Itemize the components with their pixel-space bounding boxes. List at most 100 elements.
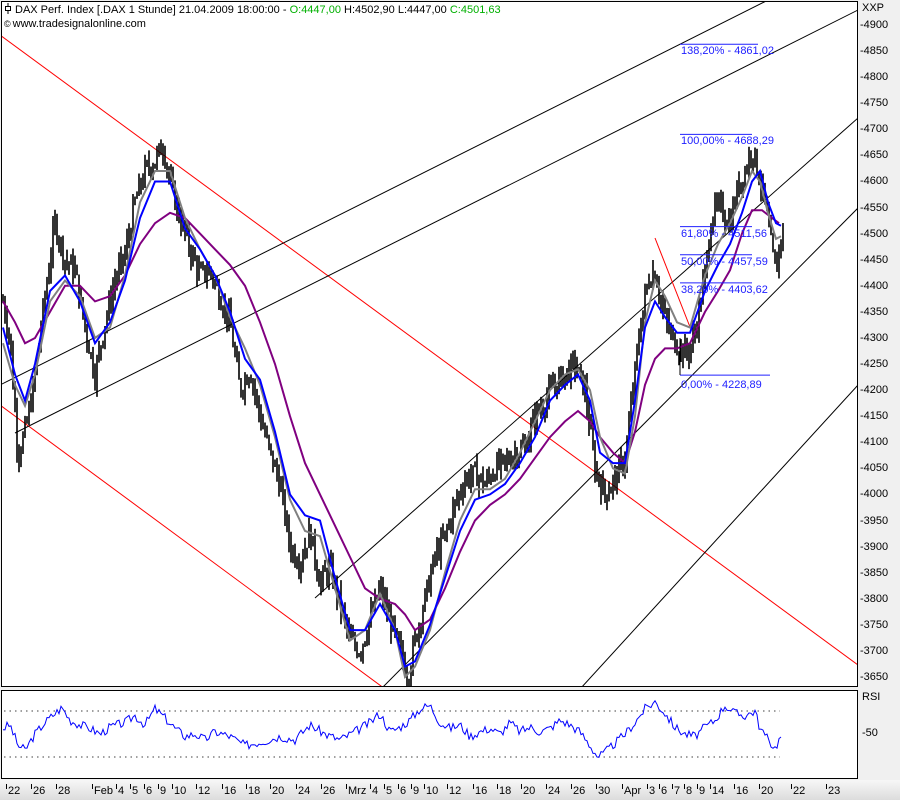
chart-title: DAX Perf. Index [.DAX 1 Stunde] 21.04.20… bbox=[4, 3, 501, 16]
price-tick: -3900 bbox=[860, 541, 889, 553]
fib-level-label: 50,00% - 4457,59 bbox=[681, 256, 768, 268]
time-tick: 6 bbox=[143, 784, 153, 797]
candlestick-icon bbox=[4, 3, 12, 14]
price-tick: -4650 bbox=[860, 149, 889, 161]
time-tick: 24 bbox=[545, 784, 561, 797]
price-tick: -4700 bbox=[860, 123, 889, 135]
price-tick: -4450 bbox=[860, 254, 889, 266]
rsi-plot bbox=[2, 699, 782, 758]
up-channel-line[interactable] bbox=[380, 208, 858, 690]
time-tick: 28 bbox=[55, 784, 71, 797]
fib-trend-line[interactable] bbox=[654, 237, 691, 328]
fib-level-label: 100,00% - 4688,29 bbox=[681, 135, 774, 147]
time-tick: 22 bbox=[790, 784, 806, 797]
price-tick: -4600 bbox=[860, 175, 889, 187]
price-tick: -3650 bbox=[860, 671, 889, 683]
time-tick: 4 bbox=[369, 784, 379, 797]
price-tick: -4400 bbox=[860, 280, 889, 292]
price-tick: -3700 bbox=[860, 645, 889, 657]
close-value: C:4501,63 bbox=[446, 4, 501, 16]
rsi-label: RSI bbox=[862, 691, 881, 703]
time-tick: 6 bbox=[397, 784, 407, 797]
rsi-chart-pane[interactable] bbox=[1, 690, 858, 779]
time-tick: 16 bbox=[472, 784, 488, 797]
time-tick: 20 bbox=[758, 784, 774, 797]
time-tick: 18 bbox=[496, 784, 512, 797]
rsi-axis: RSI -50 bbox=[858, 688, 900, 780]
price-tick: -3800 bbox=[860, 593, 889, 605]
time-tick: 22 bbox=[5, 784, 21, 797]
time-tick: Mrz bbox=[345, 784, 367, 797]
time-tick: 30 bbox=[595, 784, 611, 797]
fib-level-label: 38,20% - 4403,62 bbox=[681, 284, 768, 296]
price-candles bbox=[2, 139, 784, 686]
time-tick: 7 bbox=[671, 784, 681, 797]
price-plot bbox=[0, 0, 858, 700]
price-tick: -4300 bbox=[860, 332, 889, 344]
up-channel-line[interactable] bbox=[314, 118, 858, 599]
up-channel-line[interactable] bbox=[0, 0, 858, 385]
price-tick: -3750 bbox=[860, 619, 889, 631]
time-tick: 14 bbox=[709, 784, 725, 797]
source-attribution: © www.tradesignalonline.com bbox=[4, 18, 146, 30]
down-channel-line[interactable] bbox=[0, 35, 858, 665]
time-tick: 10 bbox=[423, 784, 439, 797]
price-tick: -4800 bbox=[860, 71, 889, 83]
price-tick: -4750 bbox=[860, 97, 889, 109]
price-tick: -4050 bbox=[860, 462, 889, 474]
up-channel-line[interactable] bbox=[14, 9, 858, 434]
time-tick: 26 bbox=[320, 784, 336, 797]
down-channel-line[interactable] bbox=[0, 405, 400, 700]
time-tick: 9 bbox=[410, 784, 420, 797]
time-tick: 5 bbox=[129, 784, 139, 797]
time-tick: 20 bbox=[269, 784, 285, 797]
time-tick: 23 bbox=[825, 784, 841, 797]
copyright-icon: © bbox=[4, 19, 11, 29]
time-axis[interactable]: 22 26 28 Feb 4 5 6 9 10 12 16 18 20 24 26 Mrz 4 5 6 9 10 12 16… bbox=[0, 780, 900, 800]
open-value: O:4447,00 bbox=[289, 4, 341, 16]
price-axis[interactable]: XXP -4900 -4850 -4800 -4750 -4700 -4650 -4600 -… bbox=[858, 0, 900, 690]
time-tick: 16 bbox=[733, 784, 749, 797]
time-tick: Feb bbox=[92, 784, 113, 797]
price-chart-pane[interactable] bbox=[1, 1, 858, 687]
price-unit-label: XXP bbox=[862, 2, 885, 14]
ma-fast-line bbox=[2, 168, 782, 669]
title-text: DAX Perf. Index [.DAX 1 Stunde] 21.04.20… bbox=[15, 4, 290, 16]
time-tick: 18 bbox=[245, 784, 261, 797]
price-tick: -4900 bbox=[860, 19, 889, 31]
time-tick: 10 bbox=[171, 784, 187, 797]
up-channel-line[interactable] bbox=[570, 385, 858, 700]
time-tick: 16 bbox=[221, 784, 237, 797]
time-tick: 26 bbox=[570, 784, 586, 797]
price-tick: -4100 bbox=[860, 436, 889, 448]
price-tick: -4500 bbox=[860, 228, 889, 240]
price-tick: -4250 bbox=[860, 358, 889, 370]
time-tick: Apr bbox=[621, 784, 642, 797]
chart-canvas bbox=[0, 0, 858, 758]
time-tick: 9 bbox=[157, 784, 167, 797]
ma-slow-line bbox=[2, 209, 780, 632]
price-tick: -4350 bbox=[860, 306, 889, 318]
time-tick: 3 bbox=[646, 784, 656, 797]
time-tick: 26 bbox=[30, 784, 46, 797]
rsi-tick-50: -50 bbox=[862, 727, 878, 739]
price-tick: -4000 bbox=[860, 488, 889, 500]
time-tick: 9 bbox=[696, 784, 706, 797]
price-tick: -4150 bbox=[860, 410, 889, 422]
time-tick: 12 bbox=[446, 784, 462, 797]
price-tick: -4550 bbox=[860, 202, 889, 214]
ma-mid-line bbox=[2, 168, 782, 680]
time-tick: 4 bbox=[115, 784, 125, 797]
low-value: L:4447,00 bbox=[394, 4, 447, 16]
rsi-line bbox=[2, 699, 782, 758]
time-tick: 6 bbox=[658, 784, 668, 797]
price-tick: -3850 bbox=[860, 567, 889, 579]
time-tick: 12 bbox=[195, 784, 211, 797]
time-tick: 5 bbox=[383, 784, 393, 797]
time-tick: 8 bbox=[683, 784, 693, 797]
price-tick: -4850 bbox=[860, 45, 889, 57]
high-value: H:4502,90 bbox=[340, 4, 395, 16]
time-tick: 24 bbox=[295, 784, 311, 797]
fib-level-label: 61,80% - 4511,56 bbox=[681, 228, 768, 240]
price-tick: -4200 bbox=[860, 384, 889, 396]
